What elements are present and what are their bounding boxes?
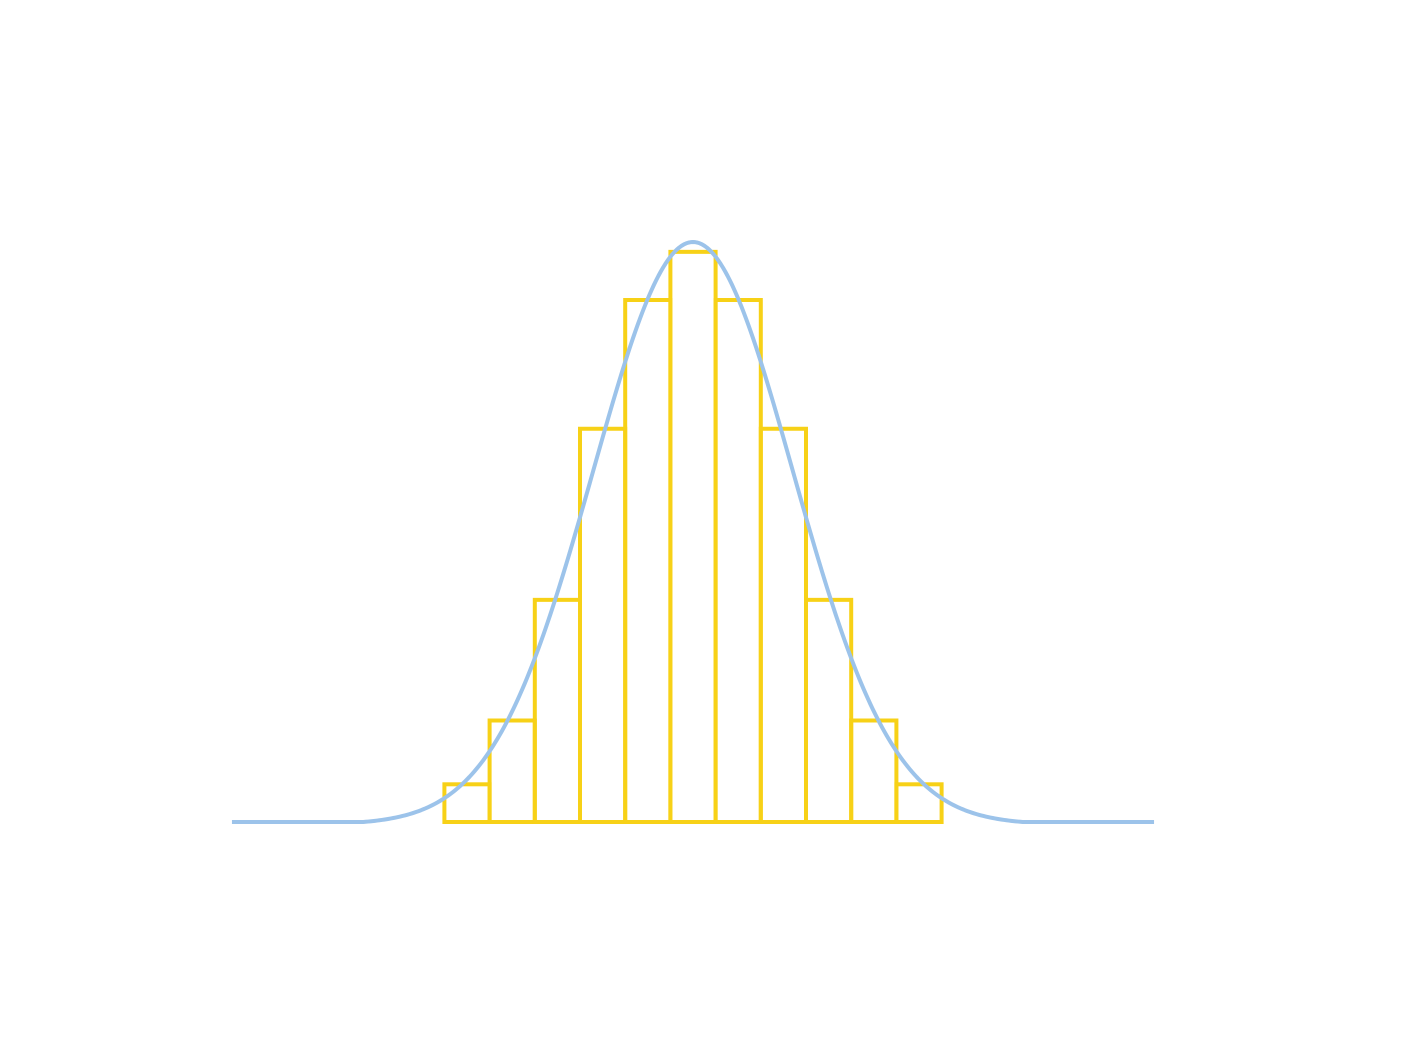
histogram-bar [487,718,537,824]
histogram-bar [442,782,492,824]
histogram-bar [849,718,899,824]
normal-density-curve [231,240,1155,824]
histogram-bar [894,782,944,824]
histogram-bar [532,597,582,824]
histogram-bar [623,298,673,824]
histogram-bars [442,249,944,825]
histogram-bar [668,249,718,825]
histogram-bar [804,597,854,824]
histogram-bar [713,298,763,824]
